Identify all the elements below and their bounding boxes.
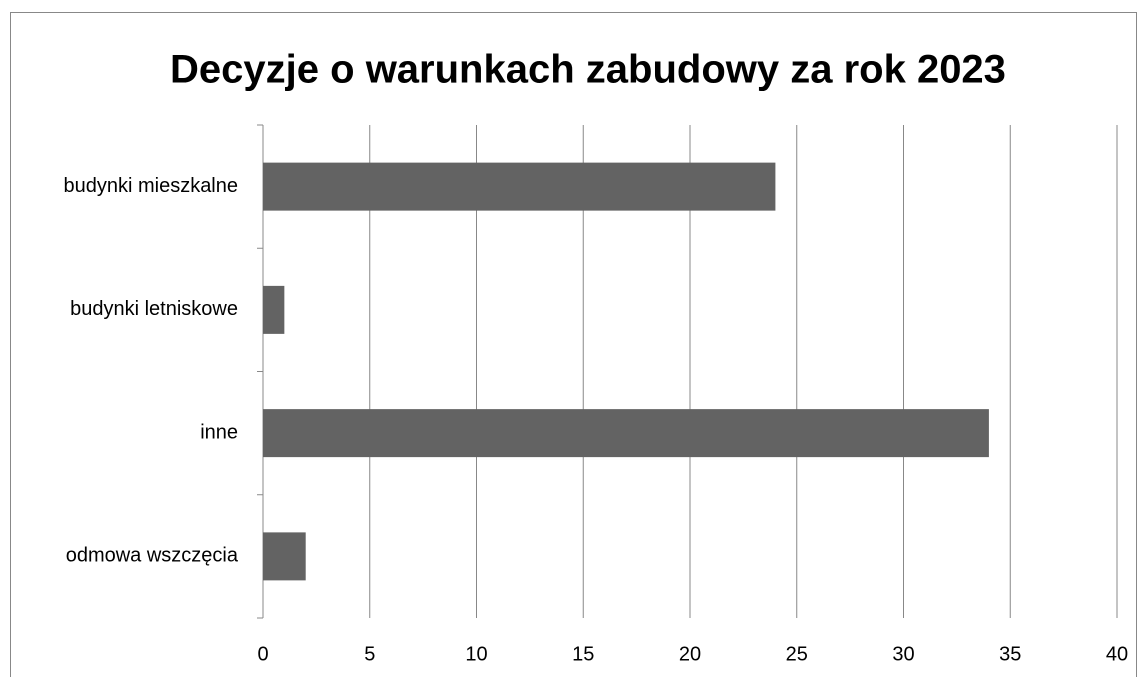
x-tick-label: 35 — [999, 643, 1021, 665]
bar — [263, 532, 306, 581]
y-tick-label: budynki letniskowe — [70, 298, 238, 320]
x-tick-label: 20 — [679, 643, 701, 665]
y-tick-label: inne — [200, 421, 238, 443]
y-tick-label: budynki mieszkalne — [63, 175, 238, 197]
bar — [263, 162, 776, 211]
chart-title: Decyzje o warunkach zabudowy za rok 2023 — [170, 48, 1006, 92]
x-tick-label: 0 — [257, 643, 268, 665]
x-tick-label: 40 — [1106, 643, 1128, 665]
x-tick-label: 30 — [892, 643, 914, 665]
x-tick-label: 25 — [786, 643, 808, 665]
y-tick-label: odmowa wszczęcia — [66, 545, 239, 567]
bar — [263, 285, 285, 334]
chart-border — [10, 12, 1137, 677]
x-tick-label: 10 — [465, 643, 487, 665]
bar — [263, 409, 989, 458]
x-tick-label: 5 — [364, 643, 375, 665]
x-tick-label: 15 — [572, 643, 594, 665]
